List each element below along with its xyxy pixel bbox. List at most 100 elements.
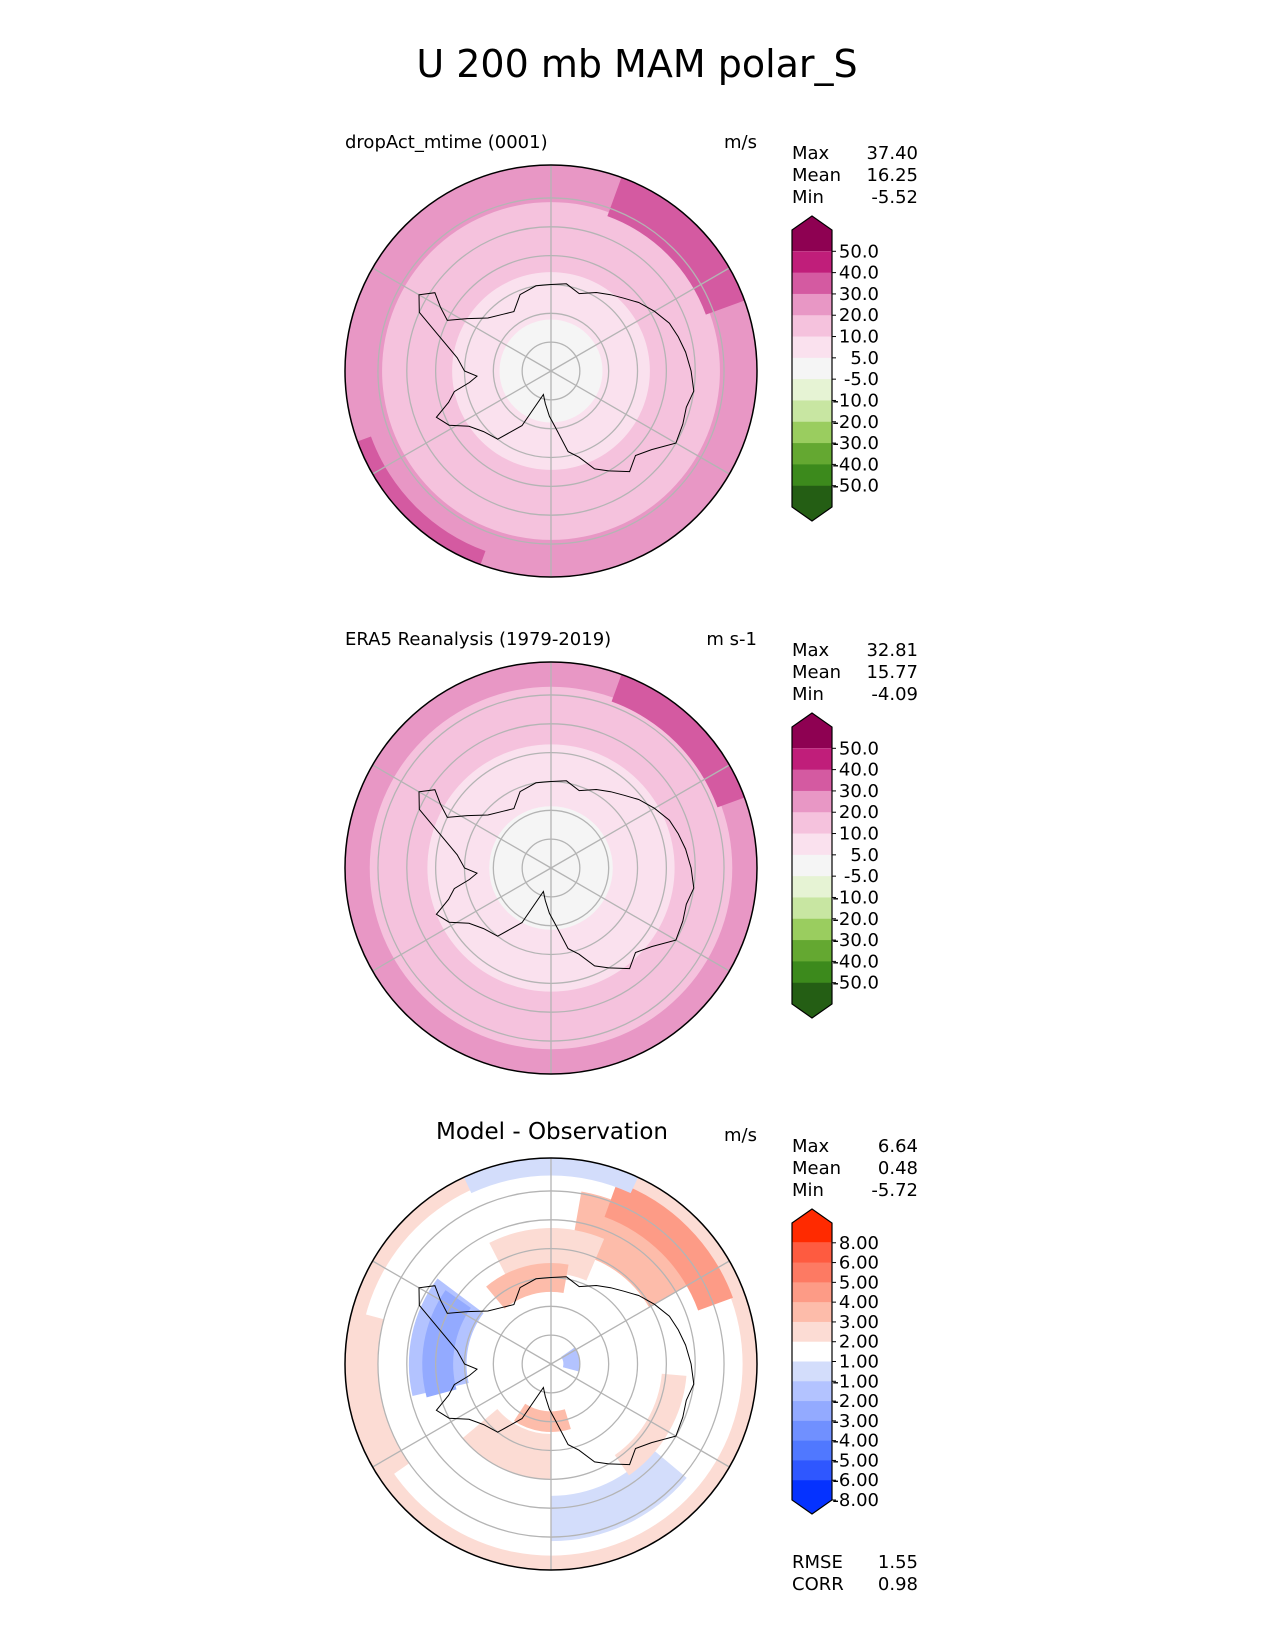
- colorbar-segment: [792, 293, 832, 316]
- map-3: [345, 1158, 757, 1570]
- colorbar-tick-label: 50.0: [839, 241, 879, 262]
- panel-units: m/s: [724, 1125, 757, 1146]
- contour-feature: [353, 1312, 410, 1478]
- colorbar-extend-bottom: [792, 1480, 832, 1514]
- colorbar-outline: [791, 215, 833, 522]
- stat-value: 16.25: [866, 165, 918, 186]
- colorbar-segment: [792, 1361, 832, 1382]
- stat-value: 0.48: [878, 1158, 918, 1179]
- extra-stat-value: 1.55: [878, 1552, 918, 1573]
- colorbar-tick-label: -40.0: [832, 454, 879, 475]
- map-1: [345, 165, 757, 577]
- colorbar-tick-label: 6.00: [839, 1253, 879, 1274]
- panel-title: dropAct_mtime (0001): [345, 132, 548, 153]
- colorbar-tick-label: -5.00: [832, 1450, 879, 1471]
- colorbar-tick-label: -3.00: [832, 1411, 879, 1432]
- extra-stat-label: RMSE: [792, 1552, 843, 1573]
- colorbar-extend-top: [792, 216, 832, 252]
- colorbar-tick-label: -5.0: [844, 369, 879, 390]
- colorbar-tick-label: -6.00: [832, 1470, 879, 1491]
- colorbar-segment: [792, 1440, 832, 1461]
- figure-title: U 200 mb MAM polar_S: [416, 42, 857, 86]
- extra-stat-value: 0.98: [878, 1574, 918, 1595]
- colorbar-extend-bottom: [792, 982, 832, 1018]
- antarctica-coastline: [418, 780, 695, 970]
- colorbar-extend-bottom: [792, 485, 832, 521]
- meridian-gridline: [372, 1363, 552, 1468]
- antarctica-coastline: [418, 283, 695, 473]
- colorbar-extend-top: [792, 713, 832, 749]
- stat-label: Min: [792, 1180, 824, 1201]
- colorbar-segment: [792, 897, 832, 920]
- colorbar-tick-label: -20.0: [832, 412, 879, 433]
- colorbar-tick-label: 10.0: [839, 824, 879, 845]
- colorbar-tick-label: -10.0: [832, 887, 879, 908]
- colorbar-tick-label: -40.0: [832, 951, 879, 972]
- colorbar-segment: [792, 1401, 832, 1422]
- contour-feature: [551, 1448, 687, 1542]
- colorbar-segment: [792, 748, 832, 771]
- colorbar-tick-label: -50.0: [832, 476, 879, 497]
- colorbar-segment: [792, 812, 832, 835]
- colorbar-tick-label: 40.0: [839, 263, 879, 284]
- map-2: [345, 662, 757, 1074]
- contour-feature: [561, 1347, 580, 1372]
- colorbar-tick-label: 4.00: [839, 1292, 879, 1313]
- contour-feature: [462, 1409, 551, 1480]
- colorbar-tick-label: 5.0: [850, 845, 879, 866]
- meridian-gridline: [550, 764, 730, 869]
- colorbar-segment: [792, 1381, 832, 1402]
- colorbar-segment: [792, 251, 832, 274]
- colorbar-segment: [792, 1282, 832, 1303]
- stat-label: Max: [792, 1136, 830, 1157]
- colorbar-segment: [792, 876, 832, 898]
- colorbar-segment: [792, 961, 832, 984]
- colorbar-segment: [792, 918, 832, 941]
- stat-value: -4.09: [871, 684, 918, 705]
- colorbar-segment: [792, 400, 832, 423]
- panel-units: m/s: [724, 132, 757, 153]
- panel-title: ERA5 Reanalysis (1979-2019): [345, 629, 611, 650]
- colorbar-tick-label: -20.0: [832, 909, 879, 930]
- colorbar-tick-label: 40.0: [839, 760, 879, 781]
- stat-value: -5.52: [871, 187, 918, 208]
- colorbar-tick-label: 8.00: [839, 1233, 879, 1254]
- contour-feature: [347, 436, 486, 575]
- contour-feature: [513, 1403, 571, 1432]
- meridian-gridline: [372, 370, 552, 475]
- stat-label: Mean: [792, 1158, 841, 1179]
- colorbar-tick-label: -2.00: [832, 1391, 879, 1412]
- colorbar-tick-label: -8.00: [832, 1490, 879, 1511]
- colorbar: 50.040.030.020.010.05.0-5.0-10.0-20.0-30…: [791, 712, 879, 1019]
- colorbar-segment: [792, 379, 832, 401]
- colorbar-segment: [792, 1321, 832, 1343]
- colorbar-segment: [792, 833, 832, 856]
- contour-feature: [607, 165, 757, 315]
- colorbar-tick-label: -4.00: [832, 1431, 879, 1452]
- colorbar-segment: [792, 1341, 832, 1362]
- colorbar-segment: [792, 421, 832, 444]
- stat-label: Max: [792, 640, 830, 661]
- colorbar-segment: [792, 1420, 832, 1442]
- colorbar: 8.006.005.004.003.002.001.00-1.00-2.00-3…: [791, 1208, 879, 1515]
- colorbar-tick-label: -10.0: [832, 390, 879, 411]
- stat-label: Min: [792, 187, 824, 208]
- panel-1: dropAct_mtime (0001) m/s Max 37.40 Mean 16.25…: [344, 132, 918, 578]
- meridian-gridline: [550, 1363, 730, 1468]
- meridian-gridline: [372, 867, 552, 972]
- colorbar-tick-label: 50.0: [839, 738, 879, 759]
- colorbar-tick-label: 2.00: [839, 1332, 879, 1353]
- colorbar-tick-label: -50.0: [832, 973, 879, 994]
- stat-label: Mean: [792, 662, 841, 683]
- colorbar-segment: [792, 1262, 832, 1283]
- map-border: [344, 164, 758, 578]
- colorbar-segment: [792, 272, 832, 295]
- colorbar-tick-label: 5.00: [839, 1272, 879, 1293]
- colorbar-outline: [791, 712, 833, 1019]
- colorbar: 50.040.030.020.010.05.0-5.0-10.0-20.0-30…: [791, 215, 879, 522]
- meridian-gridline: [550, 1260, 730, 1365]
- contour-feature: [614, 1373, 687, 1476]
- colorbar-tick-label: -30.0: [832, 930, 879, 951]
- panel-3: Model - Observation m/s Max 6.64 Mean 0.48 Min…: [344, 1119, 918, 1595]
